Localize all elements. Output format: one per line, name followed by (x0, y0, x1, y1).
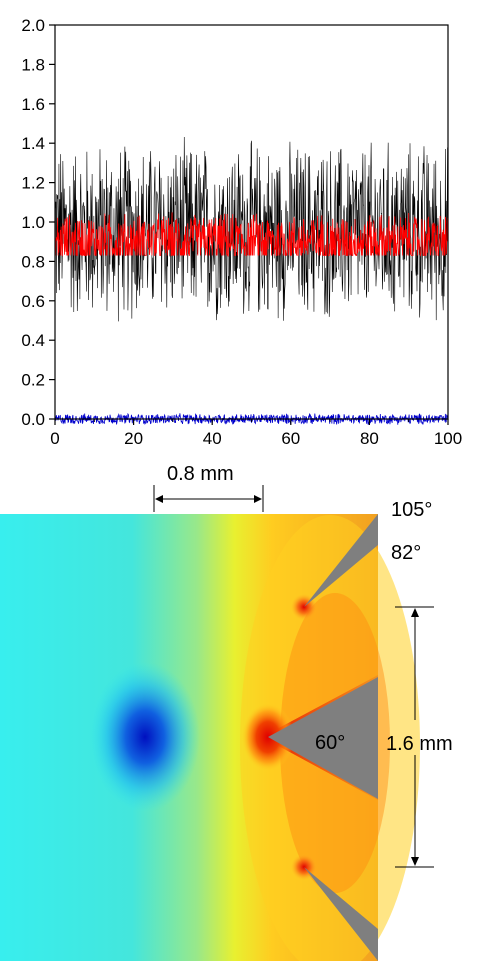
electric-field-figure: 0.8 mm 105° 82° 60° 1.6 mm (0, 463, 453, 961)
x-tick-label: 0 (50, 429, 59, 448)
spacing-arrowhead-top (411, 608, 419, 617)
gap-arrowhead-left (155, 495, 163, 503)
x-tick-label: 20 (124, 429, 143, 448)
series-line-1 (54, 136, 449, 322)
line-chart: 0 20 40 60 80 100 0.0 0.2 0.4 0.6 0.8 1.0 1.2 1.4 1.6… (21, 16, 462, 448)
spacing-arrowhead-bottom (411, 857, 419, 866)
electrode-top (304, 514, 378, 607)
series-line-2 (54, 212, 449, 257)
y-tick-label: 2.0 (21, 16, 45, 35)
outer-angle-label: 105° (391, 499, 432, 521)
gap-arrowhead-right (254, 495, 262, 503)
electrode-center (268, 677, 378, 799)
y-tick-label: 1.2 (21, 174, 45, 193)
x-tick-label: 60 (281, 429, 300, 448)
series-group (54, 136, 449, 426)
x-tick-label: 40 (203, 429, 222, 448)
y-tick-label: 0.0 (21, 410, 45, 429)
y-tick-label: 0.2 (21, 371, 45, 390)
x-tick-label: 100 (434, 429, 462, 448)
y-tick-label: 1.0 (21, 213, 45, 232)
y-tick-label: 1.4 (21, 134, 45, 153)
y-tick-label: 0.8 (21, 252, 45, 271)
field-blue-spot (90, 662, 200, 812)
spacing-label: 1.6 mm (386, 733, 453, 755)
x-axis: 0 20 40 60 80 100 (50, 419, 462, 448)
tip-angle-label: 60° (315, 732, 345, 754)
y-tick-label: 1.8 (21, 55, 45, 74)
y-axis: 0.0 0.2 0.4 0.6 0.8 1.0 1.2 1.4 1.6 1.8 2.0 (21, 16, 55, 429)
gap-label: 0.8 mm (167, 463, 234, 485)
electrode-bottom (304, 867, 378, 961)
y-tick-label: 1.6 (21, 95, 45, 114)
x-tick-label: 80 (360, 429, 379, 448)
inner-angle-label: 82° (391, 542, 421, 564)
y-tick-label: 0.6 (21, 292, 45, 311)
series-line-3 (54, 412, 449, 426)
y-tick-label: 0.4 (21, 331, 45, 350)
